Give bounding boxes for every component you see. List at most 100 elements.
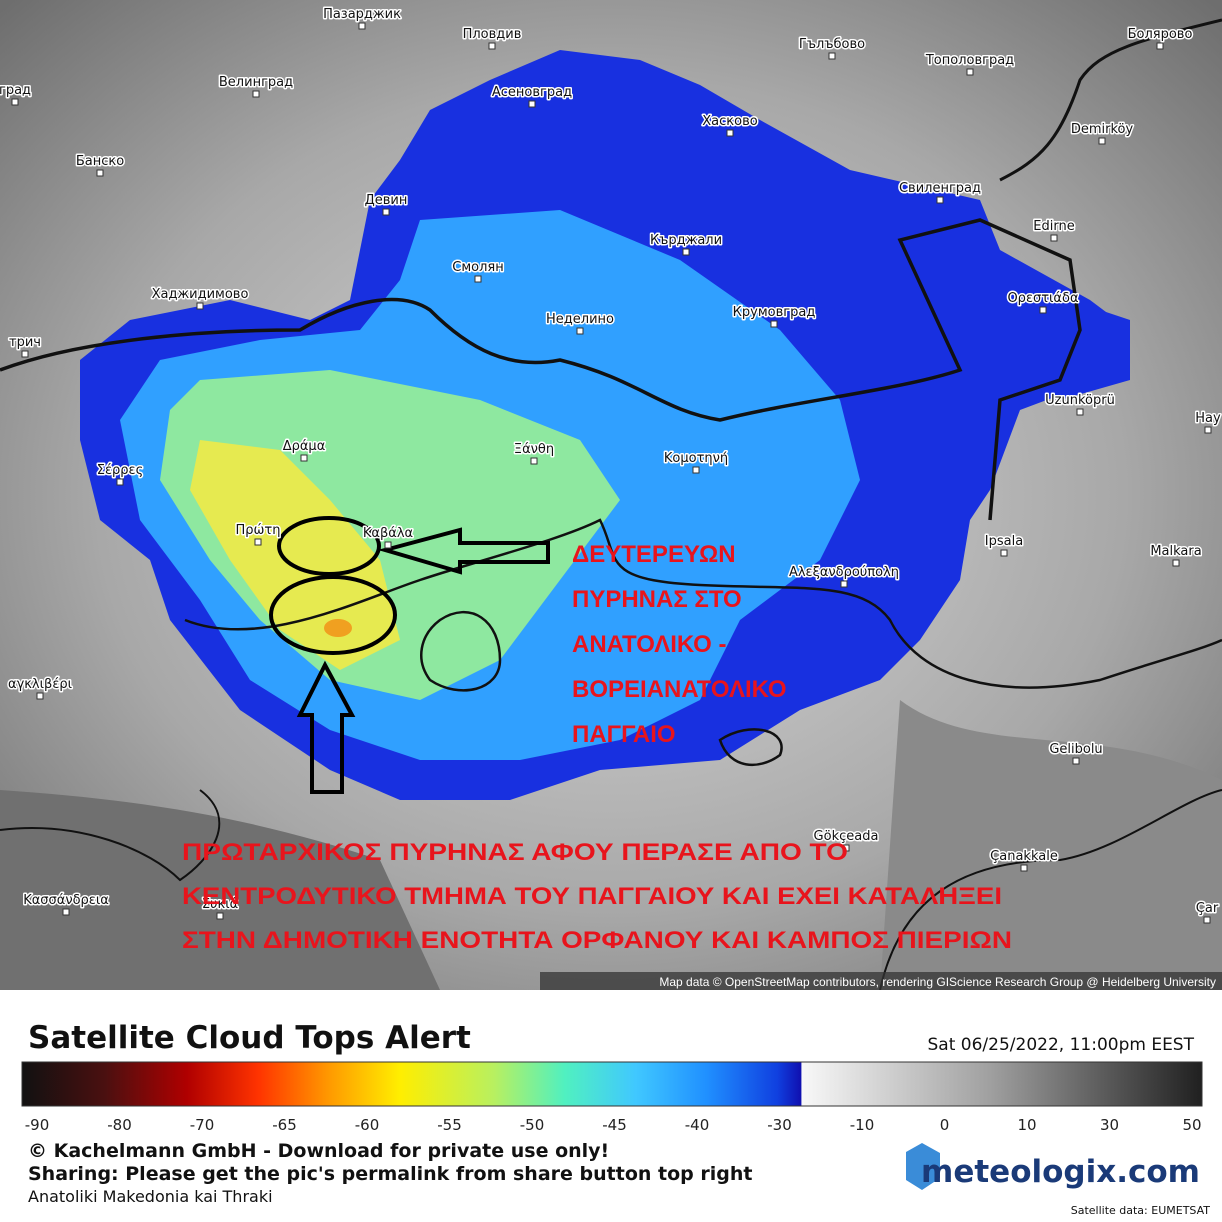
- legend-tick: 50: [1182, 1116, 1201, 1134]
- place-marker: [828, 52, 836, 60]
- annotation-text: ΠΡΩΤΑΡΧΙΚΟΣ ΠΥΡΗΝΑΣ ΑΦΟΥ ΠΕΡΑΣΕ ΑΠΟ ΤΟ: [182, 839, 848, 866]
- coastline: [879, 789, 1222, 991]
- place-marker: [692, 466, 700, 474]
- annotation-text: ΠΑΓΓΑΙΟ: [572, 721, 676, 748]
- place-marker: [1050, 234, 1058, 242]
- place-marker: [1000, 549, 1008, 557]
- place-label: Свиленград: [899, 181, 981, 196]
- place-marker: [1203, 916, 1211, 924]
- place-label: Çanakkale: [990, 849, 1058, 864]
- place-label: Смолян: [452, 260, 503, 275]
- place-label: Гълъбово: [799, 37, 865, 52]
- place-marker: [528, 100, 536, 108]
- annotation-ellipse: [269, 575, 397, 655]
- place-label: Hay: [1195, 411, 1221, 426]
- place-marker: [474, 275, 482, 283]
- place-marker: [1076, 408, 1084, 416]
- place-label: Ξάνθη: [514, 442, 554, 457]
- island: [718, 728, 783, 767]
- place-label: Болярово: [1128, 27, 1193, 42]
- place-label: Хаджидимово: [152, 287, 249, 302]
- coastline: [0, 789, 221, 882]
- border: [0, 218, 1082, 521]
- place-label: Çar: [1196, 901, 1219, 916]
- annotation-ellipse: [277, 516, 381, 576]
- sea: [880, 700, 1222, 990]
- color-scale: [21, 1061, 1203, 1107]
- place-marker: [36, 692, 44, 700]
- annotation-arrow: [296, 660, 356, 794]
- cloud-cold: [1060, 300, 1130, 400]
- place-label: Πρώτη: [236, 523, 281, 538]
- annotation-arrow: [377, 527, 550, 575]
- legend-tick: 0: [940, 1116, 950, 1134]
- legend-tick: 30: [1100, 1116, 1119, 1134]
- place-marker: [21, 350, 29, 358]
- place-marker: [300, 454, 308, 462]
- place-marker: [488, 42, 496, 50]
- island: [420, 610, 502, 692]
- place-label: Αλεξανδρούπολη: [789, 565, 899, 580]
- copyright: © Kachelmann GmbH - Download for private…: [28, 1140, 609, 1162]
- border: [999, 18, 1222, 182]
- place-label: трич: [9, 335, 41, 350]
- place-label: αγκλιβέρι: [8, 677, 72, 692]
- place-marker: [530, 457, 538, 465]
- place-label: Malkara: [1150, 544, 1201, 559]
- place-marker: [1204, 426, 1212, 434]
- annotation-text: ΑΝΑΤΟΛΙΚΟ -: [572, 631, 727, 658]
- place-marker: [576, 327, 584, 335]
- annotation-text: ΚΕΝΤΡΟΔΥΤΙΚΟ ΤΜΗΜΑ ΤΟΥ ΠΑΓΓΑΙΟΥ ΚΑΙ ΕΧΕΙ…: [182, 883, 1002, 910]
- place-label: Асеновград: [492, 85, 572, 100]
- place-label: Пазарджик: [323, 7, 401, 22]
- legend-tick: -50: [520, 1116, 545, 1134]
- legend-tick: -55: [437, 1116, 462, 1134]
- cloud-core: [190, 440, 400, 670]
- region: Anatoliki Makedonia kai Thraki: [28, 1187, 273, 1206]
- annotation-text: ΣΤΗΝ ΔΗΜΟΤΙΚΗ ΕΝΟΤΗΤΑ ΟΡΦΑΝΟΥ ΚΑΙ ΚΑΜΠΟΣ…: [182, 927, 1012, 954]
- place-marker: [216, 912, 224, 920]
- place-marker: [254, 538, 262, 546]
- place-label: Неделино: [546, 312, 614, 327]
- sharing-note: Sharing: Please get the pic's permalink …: [28, 1163, 752, 1185]
- place-marker: [1172, 559, 1180, 567]
- place-label: Demirköy: [1071, 122, 1134, 137]
- place-marker: [1156, 42, 1164, 50]
- annotation-text: ΔΕΥΤΕΡΕΥΩΝ: [572, 541, 736, 568]
- place-label: Крумовград: [733, 305, 816, 320]
- place-label: Uzunköprü: [1045, 393, 1115, 408]
- place-marker: [840, 580, 848, 588]
- place-label: Κασσάνδρεια: [23, 893, 109, 908]
- place-label: Кърджали: [650, 233, 722, 248]
- place-label: Gelibolu: [1049, 742, 1102, 757]
- place-label: Девин: [365, 193, 408, 208]
- place-label: Καβάλα: [363, 526, 413, 541]
- place-marker: [252, 90, 260, 98]
- timestamp: Sat 06/25/2022, 11:00pm EEST: [928, 1035, 1195, 1055]
- place-marker: [936, 196, 944, 204]
- place-marker: [62, 908, 70, 916]
- place-label: Пловдив: [463, 27, 522, 42]
- data-source: Satellite data: EUMETSAT: [1071, 1204, 1211, 1217]
- legend-tick: -40: [685, 1116, 710, 1134]
- place-marker: [1039, 306, 1047, 314]
- legend-tick: -60: [355, 1116, 380, 1134]
- place-marker: [842, 844, 850, 852]
- place-label: Κομοτηνή: [664, 451, 728, 466]
- place-label: Gökçeada: [814, 829, 879, 844]
- place-label: Банско: [76, 154, 124, 169]
- attribution: Map data © OpenStreetMap contributors, r…: [659, 975, 1216, 989]
- annotation-text: ΒΟΡΕΙΑΝΑΤΟΛΙΚΟ: [572, 676, 787, 703]
- place-marker: [196, 302, 204, 310]
- legend-tick: -70: [190, 1116, 215, 1134]
- place-marker: [382, 208, 390, 216]
- place-marker: [1072, 757, 1080, 765]
- legend-tick: 10: [1017, 1116, 1036, 1134]
- place-marker: [11, 98, 19, 106]
- attribution-bg: [540, 972, 1222, 990]
- coastline: [184, 518, 1222, 689]
- legend-tick: -10: [850, 1116, 875, 1134]
- brand-logo: [906, 1143, 940, 1190]
